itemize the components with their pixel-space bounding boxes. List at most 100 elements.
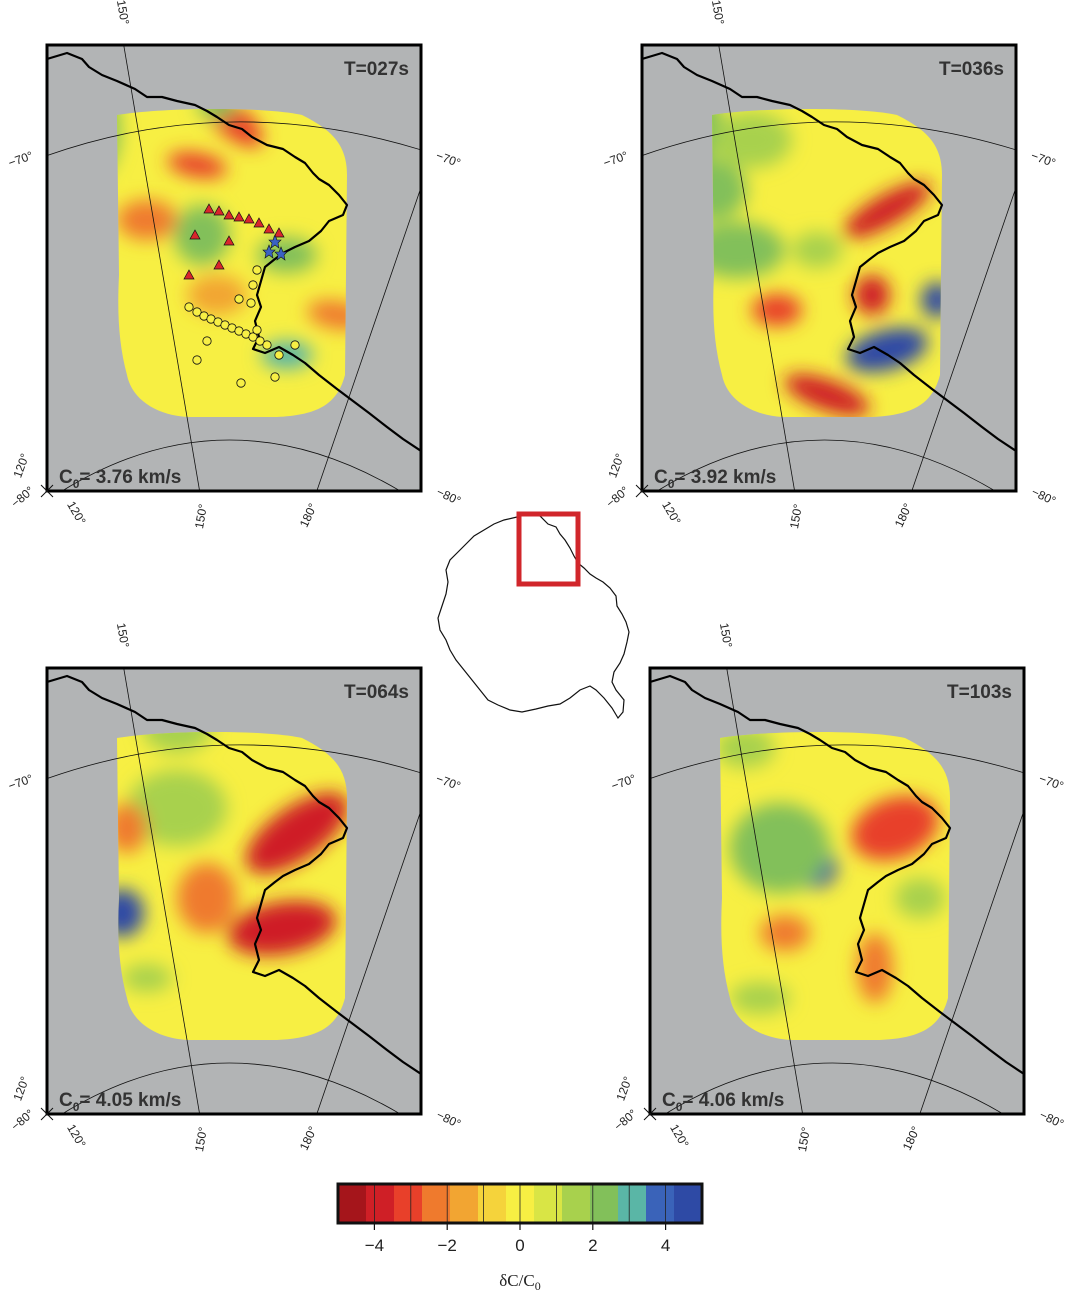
- station-triangle: [213, 205, 225, 216]
- colorbar: −4 −2 0 2 4 δC/C0: [336, 1182, 704, 1290]
- anomaly-patch: [174, 205, 230, 265]
- lon-label-left-120: 120°: [10, 1074, 32, 1102]
- panel-t027: T=027s C0= 3.76 km/s 150° −70° −70° 120° −80° 1…: [6, 0, 463, 530]
- lat-label-right-80: −80°: [1029, 485, 1058, 508]
- coastline: [47, 674, 421, 1075]
- station-circle: [290, 340, 300, 350]
- latitude-line-80: [656, 439, 996, 491]
- longitude-line-150: [726, 668, 804, 1114]
- lon-label-bottom-180: 180°: [297, 1124, 320, 1153]
- anomaly-patch: [752, 294, 802, 326]
- station-triangle: [263, 223, 275, 234]
- latitude-line-80: [61, 1062, 401, 1114]
- latitude-line-70: [47, 744, 421, 780]
- station-circle: [202, 336, 212, 346]
- reference-velocity-label: C0= 4.06 km/s: [662, 1090, 784, 1114]
- region-of-interest-box: [516, 511, 581, 587]
- anomaly-patch: [895, 878, 945, 918]
- anomaly-patch: [720, 732, 775, 768]
- reference-velocity-label: C0= 3.92 km/s: [654, 467, 776, 491]
- seismic-stations: [183, 203, 300, 388]
- station-triangle: [223, 235, 235, 246]
- lat-label-right-70: −70°: [434, 148, 463, 170]
- lat-label-left-80: −80°: [8, 1106, 36, 1133]
- longitude-line-150: [123, 45, 201, 491]
- lat-label-left-80: −80°: [611, 1106, 639, 1133]
- lon-label-bottom-150: 150°: [192, 1126, 210, 1153]
- anomaly-patch: [857, 933, 893, 1003]
- panel-frame: [640, 43, 1018, 493]
- station-star: [268, 234, 282, 249]
- station-circle: [236, 378, 246, 388]
- anomaly-patch: [117, 200, 177, 240]
- anomaly-patch: [712, 112, 792, 168]
- longitude-line-180: [316, 186, 421, 491]
- longitude-line-180: [911, 186, 1016, 491]
- anomaly-patch: [851, 795, 939, 861]
- lat-label-right-80: −80°: [1037, 1108, 1066, 1131]
- anomaly-patch: [187, 275, 247, 315]
- colorbar-segment: [562, 1184, 591, 1223]
- lon-label-top-150: 150°: [717, 622, 735, 649]
- station-circle: [248, 332, 258, 342]
- colorbar-segment: [534, 1184, 563, 1223]
- station-circle: [252, 325, 262, 335]
- lon-label-bottom-150: 150°: [192, 503, 210, 530]
- station-circle: [262, 340, 272, 350]
- anomaly-patch: [307, 300, 347, 330]
- station-circle: [248, 280, 258, 290]
- anomaly-patch: [142, 732, 212, 753]
- colorbar-segment: [618, 1184, 647, 1223]
- anomaly-patch: [784, 374, 870, 416]
- anomaly-patch: [245, 792, 347, 874]
- coastline: [642, 51, 1016, 452]
- colorbar-label: δC/C0: [499, 1271, 540, 1290]
- anomaly-patch: [117, 889, 144, 937]
- station-triangle: [253, 217, 265, 228]
- panel-frame: [648, 666, 1026, 1116]
- latitude-line-70: [650, 744, 1024, 780]
- longitude-line-150: [718, 45, 796, 491]
- lon-label-top-150: 150°: [114, 622, 132, 649]
- anomaly-patch: [177, 863, 237, 933]
- anomaly-patch: [127, 770, 227, 846]
- coastline: [650, 674, 1024, 1075]
- reference-velocity-label: C0= 4.05 km/s: [59, 1090, 181, 1114]
- antarctica-outline: [437, 513, 630, 720]
- colorbar-segment: [646, 1184, 675, 1223]
- lat-label-left-70: −70°: [6, 148, 35, 170]
- latitude-line-80: [61, 439, 401, 491]
- anomaly-patch: [730, 803, 830, 893]
- reference-velocity-label: C0= 3.76 km/s: [59, 467, 181, 491]
- anomaly-patch: [843, 181, 931, 239]
- lon-label-bottom-180: 180°: [892, 501, 915, 530]
- anomaly-patch: [122, 964, 172, 992]
- colorbar-tick-label: −2: [438, 1236, 457, 1255]
- lon-label-top-150: 150°: [709, 0, 727, 26]
- lon-label-bottom-180: 180°: [297, 501, 320, 530]
- lon-label-bottom-150: 150°: [795, 1126, 813, 1153]
- station-circle: [192, 355, 202, 365]
- lat-label-left-70: −70°: [609, 771, 638, 793]
- longitude-line-150: [123, 668, 201, 1114]
- lat-label-left-80: −80°: [8, 483, 36, 510]
- panel-t103: T=103s C0= 4.06 km/s 150° −70° −70° 120° −80° 1…: [609, 622, 1066, 1153]
- corner-tick: [643, 1107, 657, 1121]
- colorbar-segment: [674, 1184, 703, 1223]
- lat-label-right-80: −80°: [434, 1108, 463, 1131]
- latitude-line-80: [664, 1062, 1004, 1114]
- antarctica-locator-inset: [437, 511, 630, 720]
- lon-label-bottom-180: 180°: [900, 1124, 923, 1153]
- station-triangle: [273, 227, 285, 238]
- station-circle: [270, 372, 280, 382]
- colorbar-tick-label: 4: [661, 1236, 670, 1255]
- panel-t064: T=064s C0= 4.05 km/s 150° −70° −70° 120° −80° 1…: [6, 622, 463, 1153]
- panel-title: T=027s: [344, 59, 409, 80]
- station-triangle: [233, 211, 245, 222]
- colorbar-segment: [422, 1184, 451, 1223]
- lon-label-bottom-150: 150°: [787, 503, 805, 530]
- lat-label-left-70: −70°: [601, 148, 630, 170]
- colorbar-tick-label: −4: [365, 1236, 384, 1255]
- corner-tick: [635, 484, 649, 498]
